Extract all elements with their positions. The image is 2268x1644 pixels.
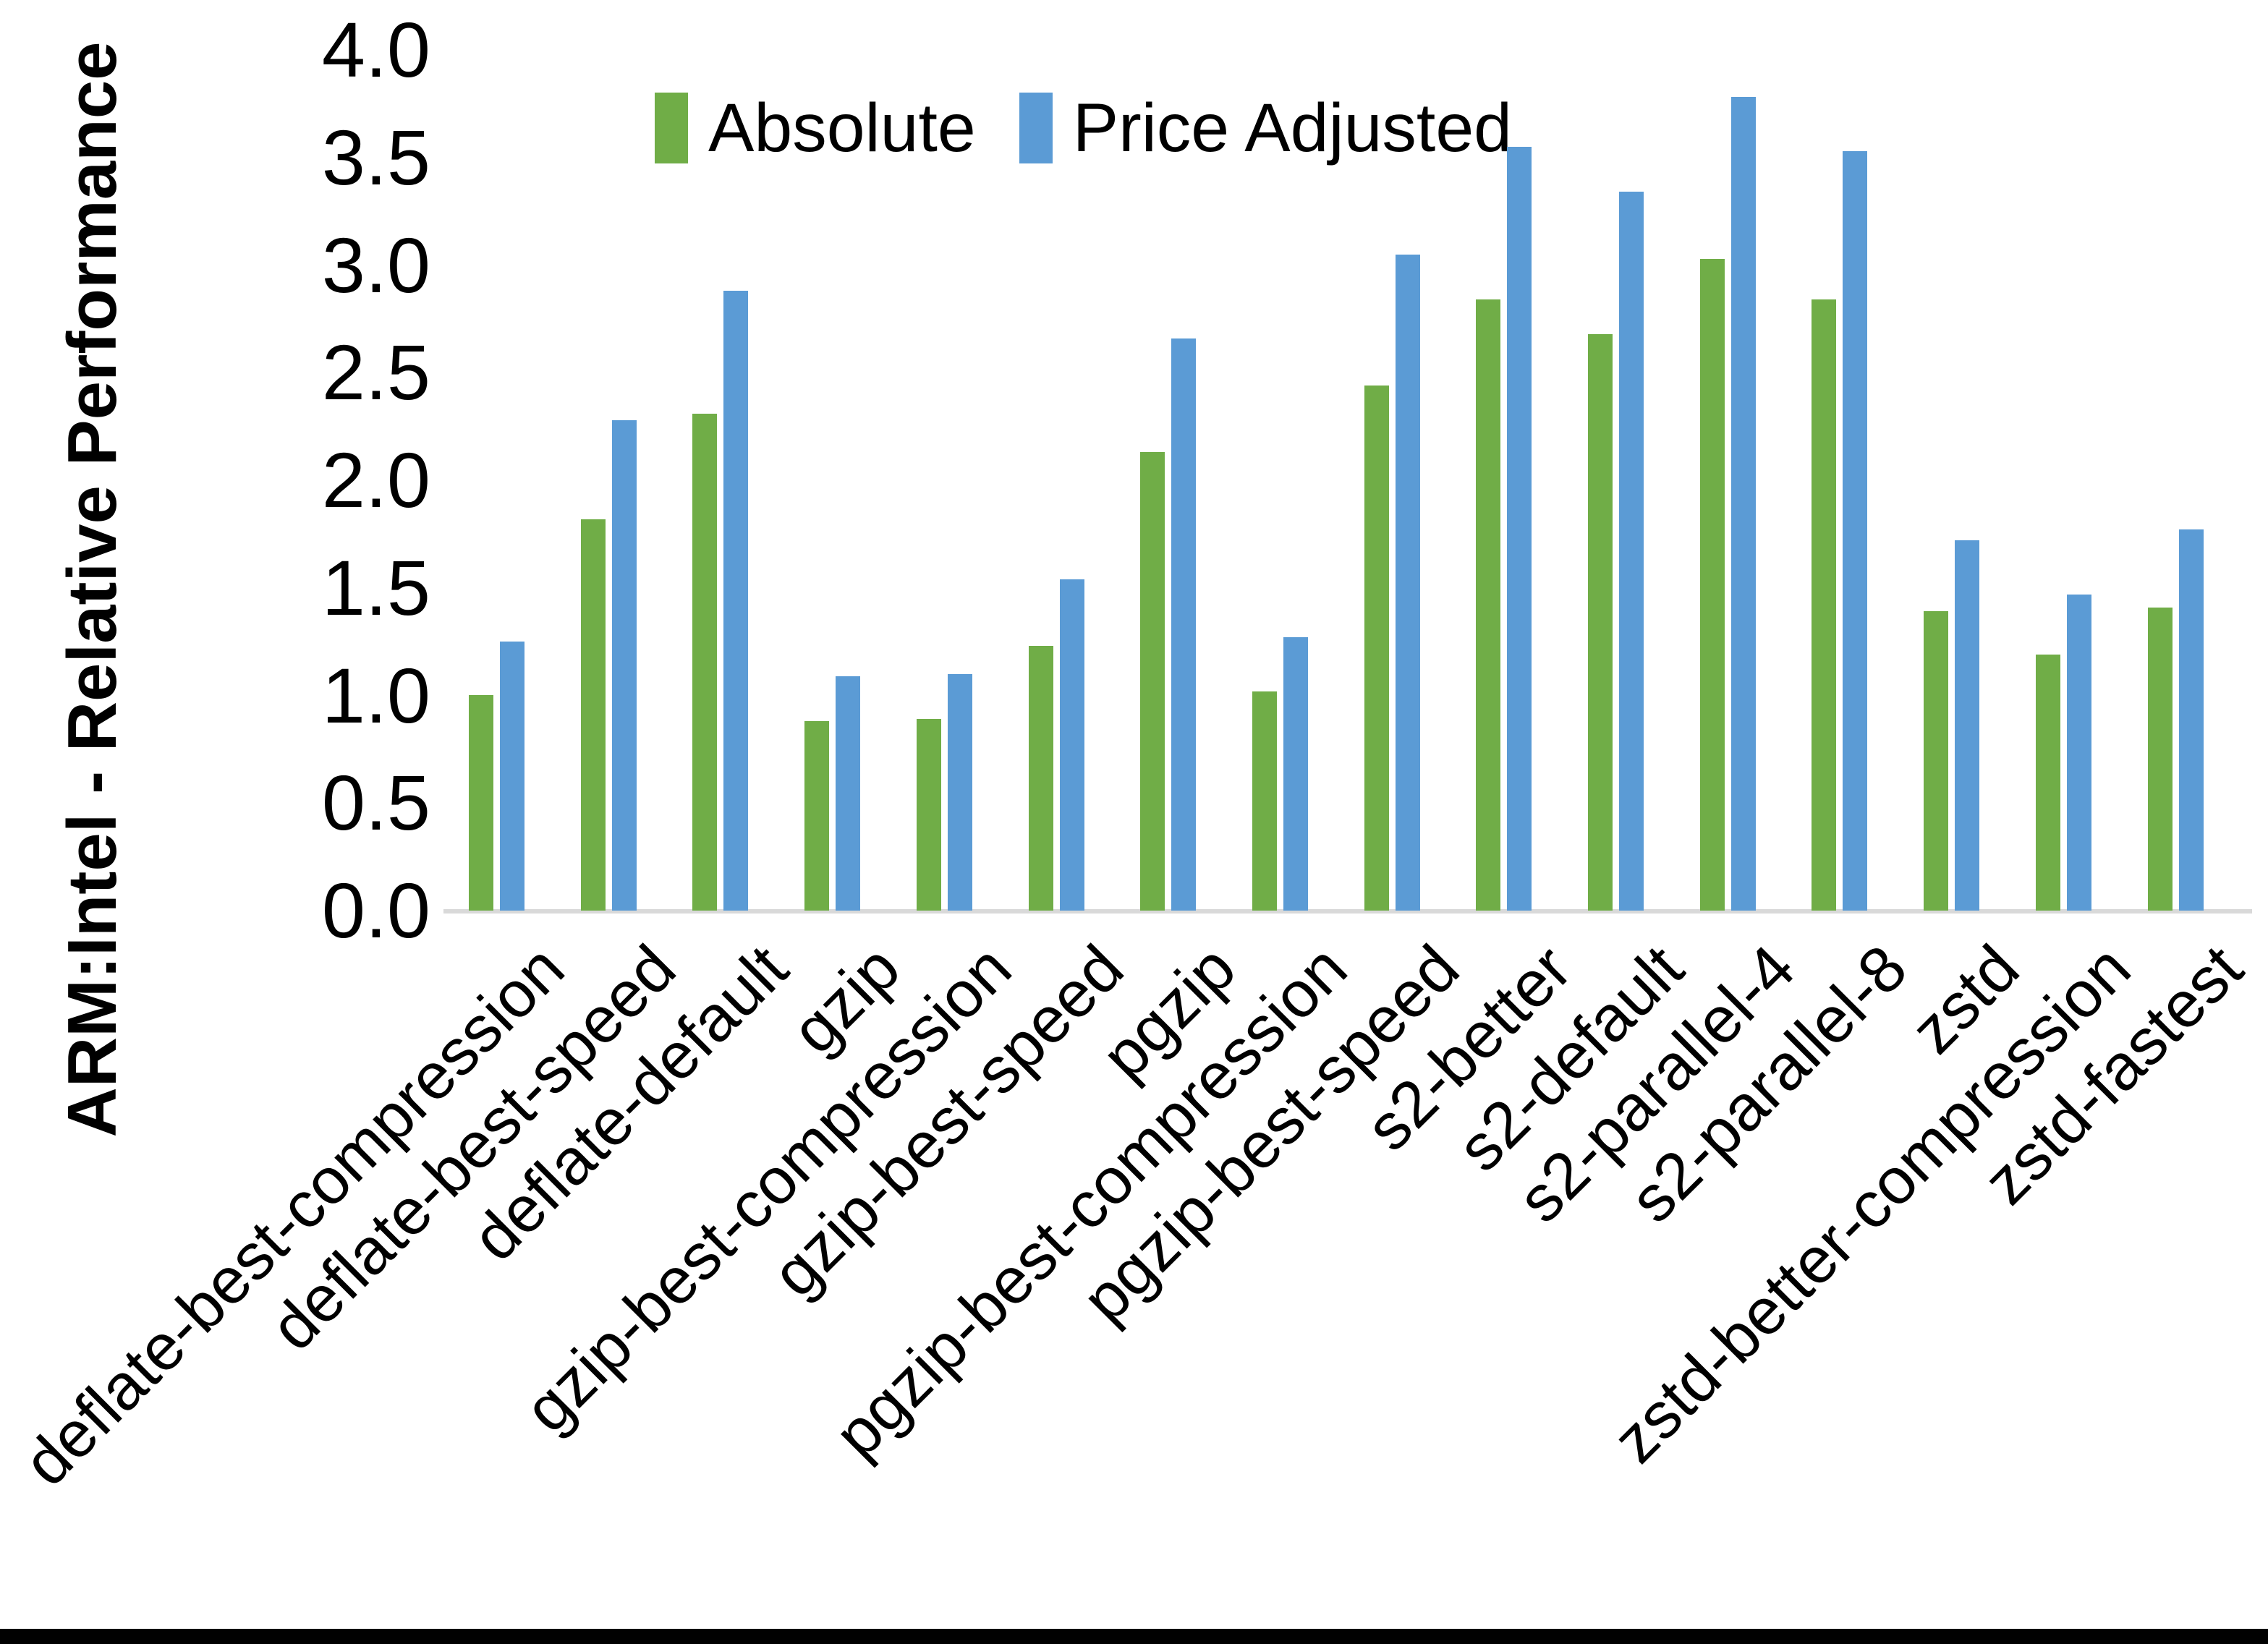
bar-absolute-deflate-default xyxy=(692,414,717,911)
bar-price-adjusted-gzip-best-speed xyxy=(1060,579,1084,911)
bar-absolute-deflate-best-compression xyxy=(469,695,493,911)
bar-absolute-deflate-best-speed xyxy=(581,519,606,911)
bar-absolute-gzip-best-compression xyxy=(917,719,941,911)
y-tick-label-3.5: 3.5 xyxy=(321,113,430,201)
bar-absolute-pgzip xyxy=(1140,452,1165,911)
bar-absolute-pgzip-best-compression xyxy=(1252,691,1277,911)
legend-swatch-absolute xyxy=(655,93,688,163)
bar-absolute-s2-better xyxy=(1476,299,1500,911)
bar-price-adjusted-gzip xyxy=(836,676,860,911)
bar-price-adjusted-s2-default xyxy=(1619,192,1644,911)
bar-price-adjusted-deflate-best-speed xyxy=(612,420,637,911)
y-tick-label-3.0: 3.0 xyxy=(321,221,430,309)
bar-price-adjusted-s2-better xyxy=(1507,147,1532,911)
bar-absolute-s2-default xyxy=(1588,334,1613,911)
bar-absolute-zstd-better-compression xyxy=(2036,655,2060,911)
bar-absolute-zstd xyxy=(1924,611,1948,911)
legend-swatch-price-adjusted xyxy=(1019,93,1053,163)
bar-price-adjusted-deflate-default xyxy=(723,291,748,911)
bar-absolute-zstd-fastest xyxy=(2148,608,2173,911)
bar-price-adjusted-s2-parallel-4 xyxy=(1731,97,1756,911)
legend-label-price-adjusted: Price Adjusted xyxy=(1072,89,1512,166)
x-axis-line xyxy=(443,909,2252,913)
y-tick-label-4.0: 4.0 xyxy=(321,6,430,93)
bottom-border-bar xyxy=(0,1629,2268,1644)
bar-price-adjusted-deflate-best-compression xyxy=(500,642,524,911)
chart-legend: Absolute Price Adjusted xyxy=(655,93,1512,163)
bar-price-adjusted-pgzip-best-compression xyxy=(1283,637,1308,911)
bar-absolute-s2-parallel-4 xyxy=(1700,259,1725,911)
y-tick-label-2.5: 2.5 xyxy=(321,328,430,417)
bar-price-adjusted-zstd-better-compression xyxy=(2067,595,2091,911)
bar-price-adjusted-zstd xyxy=(1955,540,1979,911)
bar-price-adjusted-gzip-best-compression xyxy=(948,674,972,911)
bar-absolute-gzip-best-speed xyxy=(1029,646,1053,911)
legend-entry-absolute: Absolute xyxy=(655,93,976,163)
bar-price-adjusted-pgzip xyxy=(1171,338,1196,911)
bar-price-adjusted-pgzip-best-speed xyxy=(1396,255,1420,911)
bar-price-adjusted-zstd-fastest xyxy=(2179,529,2204,911)
y-tick-label-1.0: 1.0 xyxy=(321,651,430,739)
legend-label-absolute: Absolute xyxy=(708,89,976,166)
bar-absolute-gzip xyxy=(804,721,829,911)
bar-absolute-pgzip-best-speed xyxy=(1364,386,1389,911)
y-tick-label-0.0: 0.0 xyxy=(321,866,430,954)
y-tick-label-0.5: 0.5 xyxy=(321,759,430,847)
y-tick-label-1.5: 1.5 xyxy=(321,543,430,631)
legend-entry-price-adjusted: Price Adjusted xyxy=(1019,93,1512,163)
bar-price-adjusted-s2-parallel-8 xyxy=(1843,151,1867,911)
y-tick-label-2.0: 2.0 xyxy=(321,436,430,524)
bar-absolute-s2-parallel-8 xyxy=(1812,299,1836,911)
